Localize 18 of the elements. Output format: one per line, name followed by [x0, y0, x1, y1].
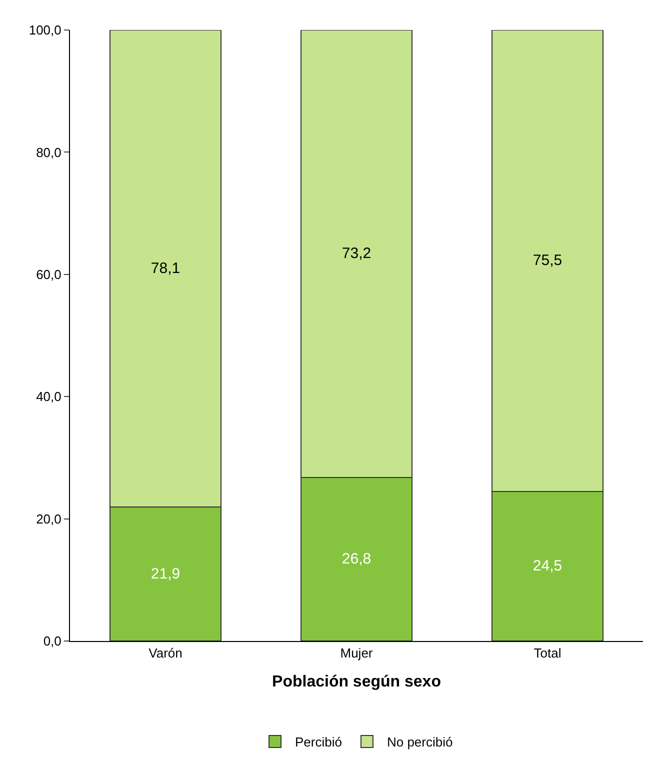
legend-label: Percibió	[295, 734, 342, 750]
y-tick-label: 80,0	[36, 144, 62, 160]
data-label: 78,1	[150, 260, 180, 278]
y-tick-label: 20,0	[36, 511, 62, 526]
data-label: 73,2	[342, 245, 372, 262]
y-tick-label: 40,0	[36, 389, 62, 404]
y-tick-label: 0,0	[43, 634, 62, 649]
data-label: 26,8	[342, 550, 372, 568]
data-label: 75,5	[532, 252, 562, 270]
data-label: 21,9	[150, 566, 180, 583]
x-tick-label: Total	[534, 646, 562, 661]
x-axis-title: Población según sexo	[272, 673, 442, 690]
y-tick-label: 60,0	[36, 266, 62, 282]
x-tick-label: Mujer	[340, 646, 374, 661]
data-label: 24,5	[532, 558, 562, 575]
y-tick-label: 100,0	[28, 22, 62, 38]
x-tick-label: Varón	[148, 646, 182, 661]
legend-label: No percibió	[386, 734, 453, 750]
